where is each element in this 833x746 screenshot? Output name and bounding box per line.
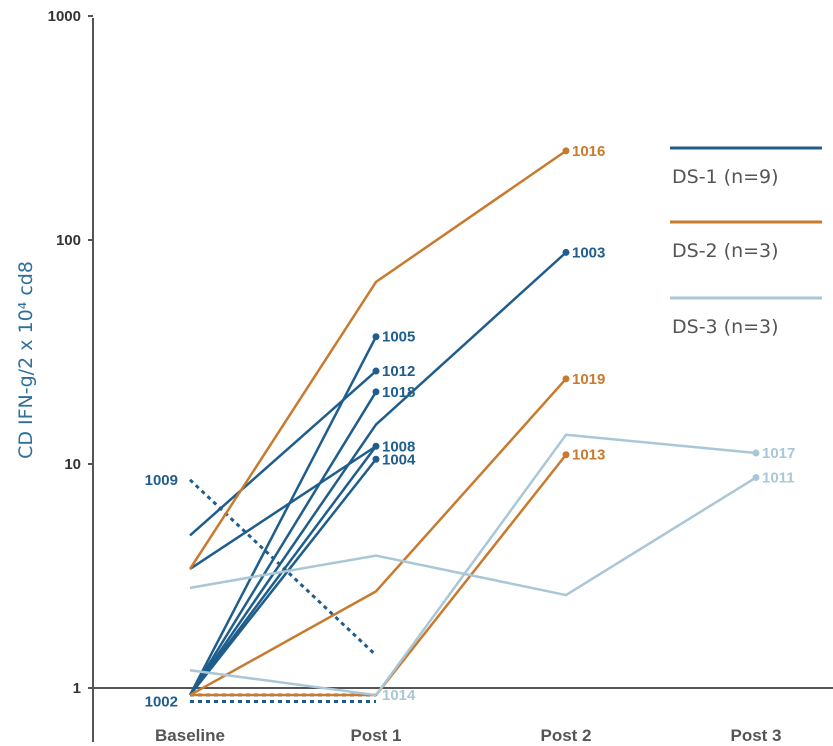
x-tick-label: Post 3 [730,726,781,745]
data-point [562,147,570,155]
data-point [562,248,570,256]
point-label: 1005 [382,329,415,346]
x-tick-label: Baseline [155,726,225,745]
series-line [189,476,757,597]
data-point [372,388,380,396]
series-layer [188,147,760,704]
series-line [188,251,567,696]
point-label: 1009 [145,472,178,489]
data-point [372,455,380,463]
x-tick-label: Post 1 [350,726,401,745]
point-label: 1003 [572,244,605,261]
data-point [372,333,380,341]
x-tick-label: Post 2 [540,726,591,745]
series-line [189,458,377,696]
series-line [188,336,378,696]
legend-label: DS-3 (n=3) [672,316,779,338]
series-line [189,445,377,570]
series-line [188,478,378,657]
series-line [374,433,757,696]
point-label: 1019 [572,371,605,388]
point-label: 1017 [762,445,795,462]
data-point [752,449,760,457]
data-point [562,375,570,383]
point-label: 1004 [382,451,416,468]
y-axis-label: CD IFN-g/2 x 10⁴ cd8 [15,261,37,459]
series-line [188,391,378,696]
point-label: 1012 [382,363,415,380]
series-line [189,377,567,697]
legend-label: DS-2 (n=3) [672,240,779,262]
data-point [562,451,570,459]
series-line [188,149,567,570]
y-tick-label: 10 [64,456,81,473]
series-line [189,370,377,537]
series-line [189,669,377,697]
legend-label: DS-1 (n=9) [672,166,779,188]
point-label: 1011 [762,470,795,487]
data-point [752,474,760,482]
point-label: 1002 [145,694,178,711]
data-point [372,367,380,375]
point-label: 1008 [382,438,415,455]
legend: DS-1 (n=9) DS-2 (n=3) DS-3 (n=3) [670,146,822,338]
series-line [190,453,567,697]
y-tick-label: 1 [73,680,81,697]
y-tick-label: 100 [56,232,81,249]
point-label: 1013 [572,447,605,464]
y-tick-label: 1000 [48,8,81,25]
point-label: 1016 [572,143,605,160]
axes-layer: 1 10 100 1000 Baseline Post 1 Post 2 Post 3 [48,8,833,745]
point-label: 1018 [382,384,415,401]
point-label: 1014 [382,687,416,704]
